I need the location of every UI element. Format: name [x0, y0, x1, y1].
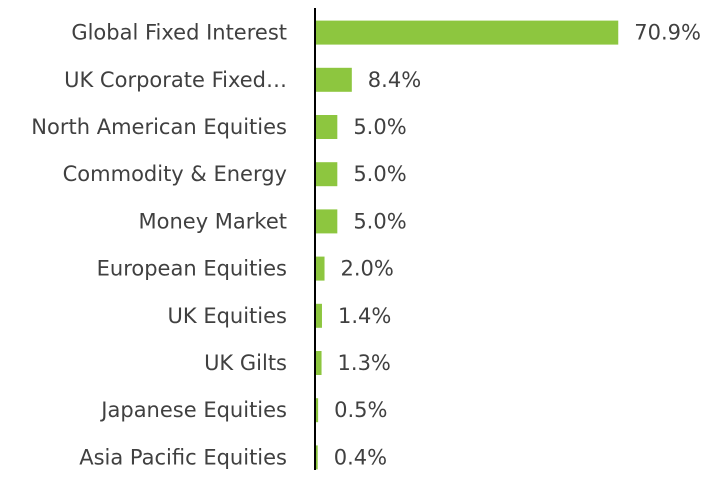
value-label: 0.5% — [334, 398, 387, 422]
value-label: 5.0% — [353, 162, 406, 186]
category-label: North American Equities — [31, 115, 287, 139]
bar — [316, 398, 319, 423]
value-label: 70.9% — [634, 21, 701, 45]
value-label: 1.3% — [338, 351, 391, 375]
bar — [316, 162, 338, 187]
value-label: 5.0% — [353, 209, 406, 233]
bar — [316, 303, 322, 328]
bar — [316, 209, 338, 234]
value-label: 8.4% — [368, 68, 421, 92]
category-label: Commodity & Energy — [63, 162, 287, 186]
category-label: UK Corporate Fixed… — [64, 68, 287, 92]
category-label: UK Gilts — [204, 351, 287, 375]
category-label: Money Market — [139, 209, 288, 233]
category-label: Asia Pacific Equities — [79, 445, 287, 469]
category-label: European Equities — [97, 257, 287, 281]
value-label: 0.4% — [334, 445, 387, 469]
category-label: Global Fixed Interest — [71, 21, 287, 45]
bar — [316, 115, 338, 139]
value-label: 5.0% — [353, 115, 406, 139]
category-label: Japanese Equities — [99, 398, 287, 422]
bar — [316, 445, 318, 470]
bar — [316, 256, 325, 281]
bar — [316, 20, 619, 45]
value-label: 1.4% — [338, 304, 391, 328]
bar — [316, 67, 352, 92]
value-label: 2.0% — [341, 257, 394, 281]
category-label: UK Equities — [168, 304, 288, 328]
bar — [316, 351, 322, 375]
